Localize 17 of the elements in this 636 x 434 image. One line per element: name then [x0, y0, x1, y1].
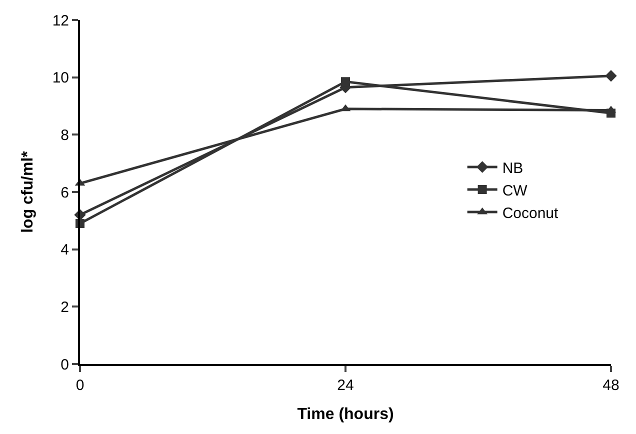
y-tick-label: 0 [60, 356, 69, 374]
x-tick-label: 0 [76, 377, 84, 394]
point [341, 77, 350, 86]
legend-label: NB [502, 160, 524, 177]
x-tick-label: 48 [602, 377, 620, 394]
y-tick-label: 2 [60, 298, 69, 316]
y-axis-title: log cfu/ml* [20, 150, 37, 233]
y-tick-label: 6 [60, 184, 69, 202]
x-axis-title: Time (hours) [297, 406, 394, 424]
legend-label: Coconut [502, 204, 560, 222]
y-tick-label: 4 [60, 242, 69, 259]
point [605, 70, 617, 82]
y-tick-label: 12 [52, 12, 69, 30]
y-tick-label: 10 [52, 70, 69, 87]
x-tick-label: 24 [337, 377, 354, 394]
y-tick-label: 8 [60, 126, 69, 144]
legend-label: CW [502, 182, 528, 200]
